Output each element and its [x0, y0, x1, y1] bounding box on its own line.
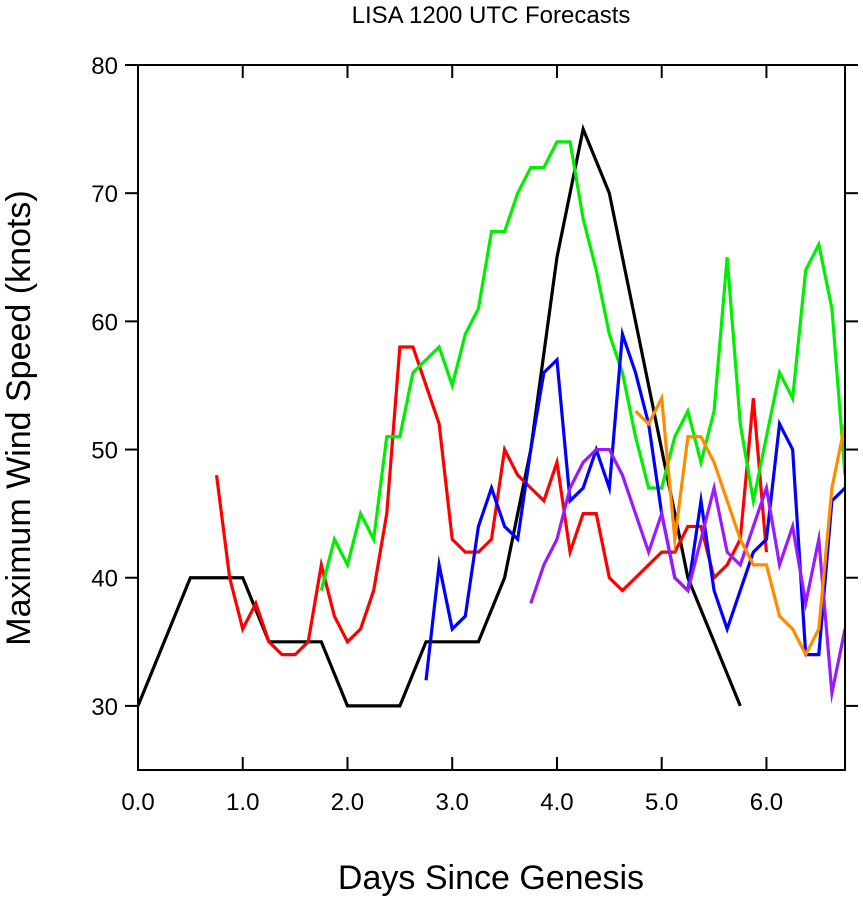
y-tick-label: 70	[91, 181, 118, 208]
series-line-3	[319, 140, 845, 591]
x-tick-label: 5.0	[645, 789, 678, 816]
series-line-1	[138, 123, 742, 708]
x-tick-label: 4.0	[540, 789, 573, 816]
plot-frame	[137, 64, 846, 771]
series-line-4	[424, 326, 845, 681]
x-tick-label: 6.0	[750, 789, 783, 816]
series-line-5	[529, 447, 845, 705]
x-tick-label: 1.0	[226, 789, 259, 816]
y-tick-label: 80	[91, 53, 118, 80]
y-tick-label: 60	[91, 309, 118, 336]
y-tick-label: 30	[91, 694, 118, 721]
x-tick-label: 3.0	[436, 789, 469, 816]
y-tick-label: 50	[91, 438, 118, 465]
plot-lines	[138, 123, 845, 708]
x-axis-title: Days Since Genesis	[338, 859, 644, 897]
axes: 0.0 1.0 2.0 3.0 4.0 5.0 6.0 30 40 50 60 70 80	[91, 53, 858, 816]
y-axis-title: Maximum Wind Speed (knots)	[0, 190, 38, 645]
x-tick-label: 0.0	[121, 789, 154, 816]
series-line-2	[214, 345, 769, 657]
x-tick-label: 2.0	[331, 789, 364, 816]
series-line-6	[634, 392, 845, 659]
y-tick-label: 40	[91, 566, 118, 593]
chart-title: LISA 1200 UTC Forecasts	[352, 2, 631, 29]
